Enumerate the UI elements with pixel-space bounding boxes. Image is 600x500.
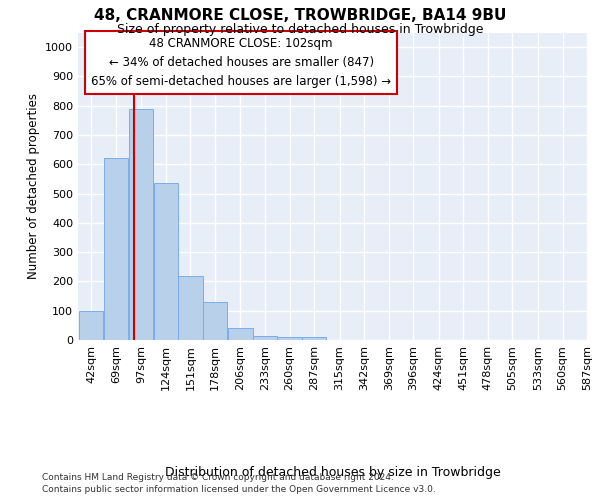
Bar: [154, 184, 178, 340]
Bar: [302, 337, 326, 340]
Text: Size of property relative to detached houses in Trowbridge: Size of property relative to detached ho…: [117, 22, 483, 36]
Text: Contains public sector information licensed under the Open Government Licence v3: Contains public sector information licen…: [42, 485, 436, 494]
Y-axis label: Number of detached properties: Number of detached properties: [26, 93, 40, 279]
Text: Contains HM Land Registry data © Crown copyright and database right 2024.: Contains HM Land Registry data © Crown c…: [42, 472, 394, 482]
Bar: [104, 158, 128, 340]
Bar: [79, 310, 103, 340]
X-axis label: Distribution of detached houses by size in Trowbridge: Distribution of detached houses by size …: [165, 466, 501, 479]
Text: 48, CRANMORE CLOSE, TROWBRIDGE, BA14 9BU: 48, CRANMORE CLOSE, TROWBRIDGE, BA14 9BU: [94, 8, 506, 22]
Bar: [277, 337, 302, 340]
Bar: [129, 108, 154, 340]
Text: 48 CRANMORE CLOSE: 102sqm
← 34% of detached houses are smaller (847)
65% of semi: 48 CRANMORE CLOSE: 102sqm ← 34% of detac…: [91, 37, 391, 88]
Bar: [203, 302, 227, 340]
Bar: [253, 336, 277, 340]
Bar: [178, 276, 203, 340]
Bar: [228, 328, 253, 340]
